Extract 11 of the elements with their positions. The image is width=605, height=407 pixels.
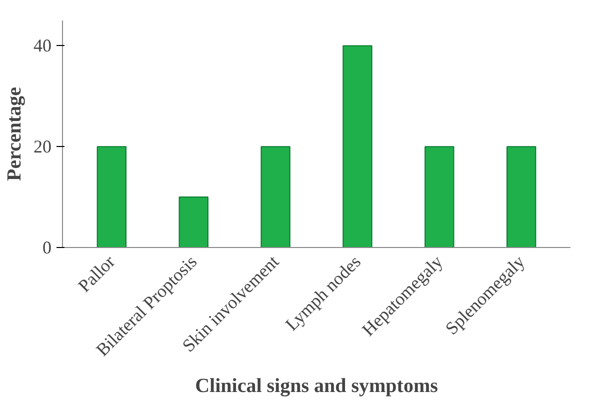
y-axis-title: Percentage	[4, 86, 26, 182]
bar	[424, 146, 454, 248]
y-tick-label: 40	[34, 36, 52, 56]
y-tick-label: 20	[34, 136, 52, 157]
y-tick-label: 0	[42, 238, 52, 258]
x-axis-title: Clinical signs and symptoms	[195, 375, 438, 398]
bar	[342, 45, 372, 248]
bar	[260, 146, 290, 248]
bar	[96, 146, 126, 248]
bar	[506, 146, 536, 248]
bar	[178, 196, 208, 248]
